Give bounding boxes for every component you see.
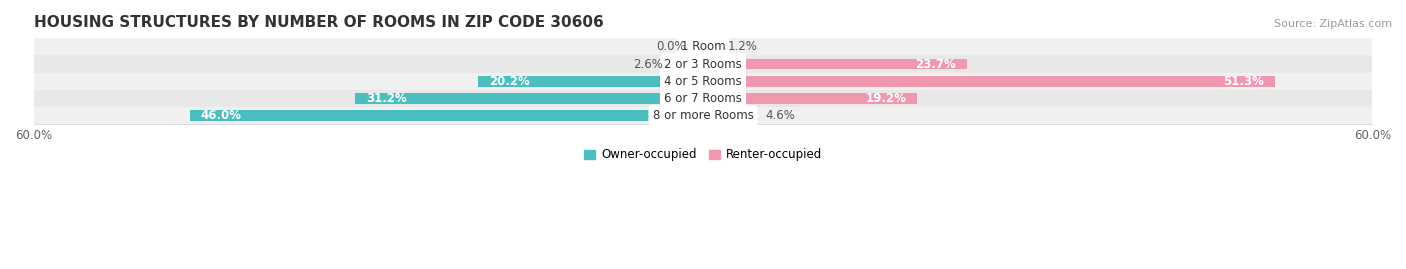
- Bar: [354, 93, 703, 104]
- Text: 4.6%: 4.6%: [765, 109, 796, 122]
- Text: 8 or more Rooms: 8 or more Rooms: [652, 109, 754, 122]
- Bar: [34, 90, 1372, 107]
- Text: 1.2%: 1.2%: [727, 40, 758, 53]
- Text: 0.0%: 0.0%: [657, 40, 686, 53]
- Text: 20.2%: 20.2%: [489, 75, 530, 88]
- Bar: [190, 111, 703, 121]
- Bar: [703, 111, 755, 121]
- Text: 51.3%: 51.3%: [1223, 75, 1264, 88]
- Bar: [703, 41, 717, 52]
- Text: 2.6%: 2.6%: [633, 58, 662, 70]
- Bar: [703, 93, 917, 104]
- Text: 46.0%: 46.0%: [201, 109, 242, 122]
- Text: 2 or 3 Rooms: 2 or 3 Rooms: [664, 58, 742, 70]
- Text: HOUSING STRUCTURES BY NUMBER OF ROOMS IN ZIP CODE 30606: HOUSING STRUCTURES BY NUMBER OF ROOMS IN…: [34, 15, 603, 30]
- Text: 6 or 7 Rooms: 6 or 7 Rooms: [664, 92, 742, 105]
- Text: 1 Room: 1 Room: [681, 40, 725, 53]
- Text: 19.2%: 19.2%: [865, 92, 905, 105]
- Bar: [478, 76, 703, 87]
- Bar: [673, 59, 703, 69]
- Bar: [703, 76, 1275, 87]
- Bar: [703, 59, 967, 69]
- Text: 31.2%: 31.2%: [366, 92, 406, 105]
- Legend: Owner-occupied, Renter-occupied: Owner-occupied, Renter-occupied: [579, 144, 827, 166]
- Bar: [34, 107, 1372, 125]
- Text: Source: ZipAtlas.com: Source: ZipAtlas.com: [1274, 19, 1392, 29]
- Bar: [34, 55, 1372, 73]
- Text: 4 or 5 Rooms: 4 or 5 Rooms: [664, 75, 742, 88]
- Bar: [34, 73, 1372, 90]
- Bar: [34, 38, 1372, 55]
- Text: 23.7%: 23.7%: [915, 58, 956, 70]
